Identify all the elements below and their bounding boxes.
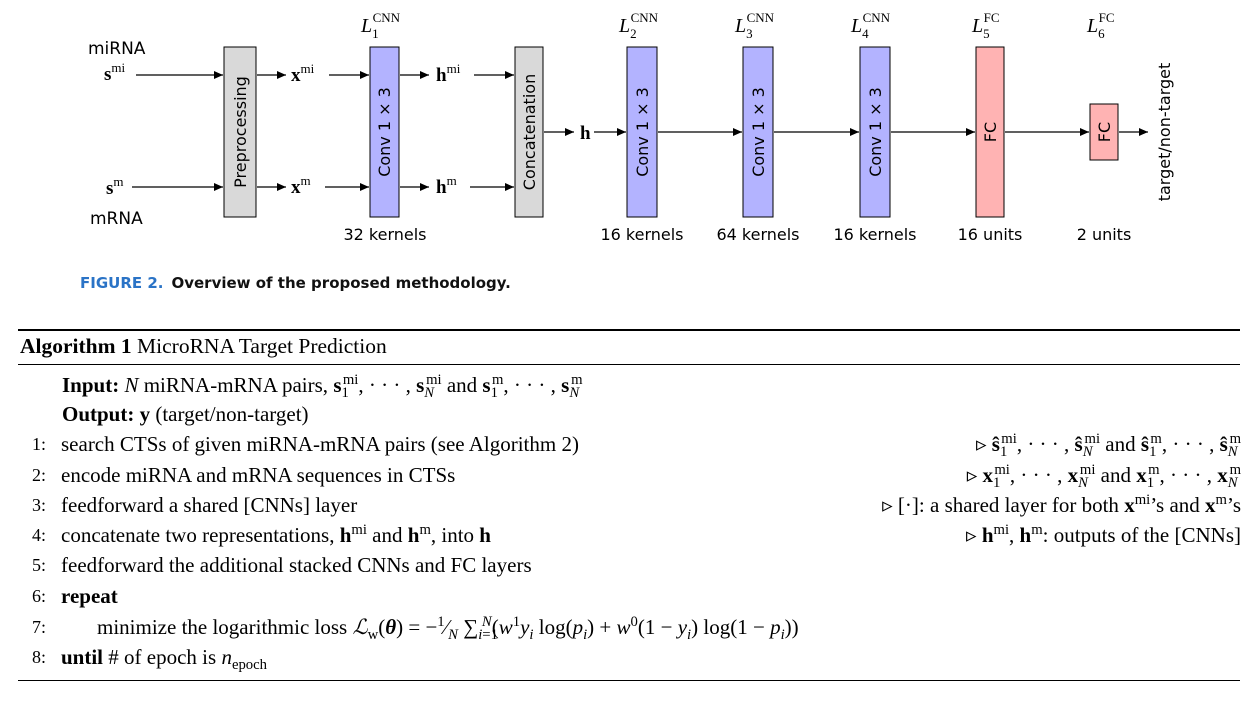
algorithm-comment-2: ▹ x1mi, · · · , xNmi and x1m, · · · , xN… — [966, 462, 1241, 492]
units-label-4: 16 kernels — [833, 225, 916, 244]
concatenation-block — [514, 46, 544, 218]
fc6-block — [1089, 103, 1119, 161]
s-mi-symbol: smi — [104, 60, 126, 85]
algorithm-title-bold: Algorithm 1 — [20, 334, 132, 358]
line-number-4: 4: — [31, 525, 46, 545]
output-keyword: Output: — [62, 402, 135, 426]
output-y: y — [139, 402, 151, 426]
layer-label-2: L2CNN — [618, 10, 659, 41]
concatenation-label: Concatenation — [520, 74, 539, 190]
line-number-8: 8: — [31, 647, 46, 667]
conv1-block — [369, 46, 400, 218]
conv2-label: Conv 1 × 3 — [633, 87, 652, 177]
algorithm-comment-1: ▹ ŝ1mi, · · · , ŝNmi and ŝ1m, · · · , ŝN… — [975, 431, 1241, 461]
algorithm-title: Algorithm 1 MicroRNA Target Prediction — [20, 334, 387, 359]
units-label-6: 2 units — [1077, 225, 1132, 244]
line-number-5: 5: — [31, 555, 46, 575]
loss-formula: ℒw(θ) = −1⁄N ∑i=1N(w1yi log(pi) + w0(1 −… — [352, 614, 799, 644]
fc5-label: FC — [981, 122, 1000, 142]
fc6-label: FC — [1095, 122, 1114, 142]
input-n: N — [124, 373, 139, 397]
conv4-block — [859, 46, 891, 218]
layer-label-4: L4CNN — [850, 10, 891, 41]
algorithm-line-6: repeat — [61, 584, 118, 608]
algorithm-line-1: search CTSs of given miRNA-mRNA pairs (s… — [61, 432, 579, 456]
algorithm-line-2: encode miRNA and mRNA sequences in CTSs — [61, 463, 456, 487]
conv3-block — [742, 46, 774, 218]
fc5-block — [975, 46, 1005, 218]
algorithm-comment-4: ▹ hmi, hm: outputs of the [CNNs] — [966, 522, 1241, 547]
layer-label-6: L6FC — [1086, 10, 1115, 41]
input-keyword: Input: — [62, 373, 120, 397]
mirna-label: miRNA — [88, 39, 146, 59]
layer-labels: L1CNN L2CNN L3CNN L4CNN L5FC L6FC — [360, 10, 1115, 41]
layer-label-1: L1CNN — [360, 10, 401, 41]
algorithm-line-8: until # of epoch is nepoch — [61, 645, 268, 674]
line-number-7: 7: — [31, 617, 46, 637]
algorithm-line-4: concatenate two representations, hmi and… — [61, 522, 491, 547]
line-number-1: 1: — [31, 434, 46, 454]
line-number-3: 3: — [31, 495, 46, 515]
algorithm-input-line: Input: N miRNA-mRNA pairs, s1mi, · · · ,… — [62, 372, 583, 402]
x-m-symbol: xm — [291, 173, 311, 198]
algorithm-top-rule — [18, 329, 1240, 331]
h-m-symbol: hm — [436, 173, 457, 198]
line-number-2: 2: — [31, 465, 46, 485]
units-label-5: 16 units — [958, 225, 1023, 244]
algorithm-comment-3: ▹ [·]: a shared layer for both xmi’s and… — [882, 492, 1241, 517]
x-mi-symbol: xmi — [291, 61, 315, 86]
layer-label-3: L3CNN — [734, 10, 775, 41]
input-sequences: s1mi, · · · , sNmi and s1m, · · · , sNm — [333, 372, 583, 402]
algorithm-mid-rule — [18, 364, 1240, 365]
methodology-diagram: miRNA mRNA smi sm Preprocessing xmi xm C… — [88, 10, 1174, 244]
algorithm-output-line: Output: y (target/non-target) — [62, 401, 309, 427]
h-symbol: h — [580, 123, 591, 144]
mrna-label: mRNA — [90, 209, 143, 229]
input-text: miRNA-mRNA pairs, — [143, 373, 329, 397]
units-label-1: 32 kernels — [343, 225, 426, 244]
algorithm-title-text: MicroRNA Target Prediction — [137, 334, 387, 358]
units-label-2: 16 kernels — [600, 225, 683, 244]
figure-number: FIGURE 2. — [80, 274, 164, 292]
units-label-3: 64 kernels — [716, 225, 799, 244]
figure-caption-text: Overview of the proposed methodology. — [171, 274, 511, 292]
s-m-symbol: sm — [106, 174, 124, 199]
algorithm-line-5: feedforward the additional stacked CNNs … — [61, 553, 532, 577]
output-label: target/non-target — [1155, 63, 1174, 202]
preprocessing-label: Preprocessing — [231, 76, 250, 188]
output-text: (target/non-target) — [155, 402, 309, 426]
algorithm-line-3: feedforward a shared [CNNs] layer — [61, 493, 358, 517]
conv2-block — [626, 46, 658, 218]
preprocessing-block — [223, 46, 257, 218]
conv3-label: Conv 1 × 3 — [749, 87, 768, 177]
algorithm-line-7: minimize the logarithmic loss ℒw(θ) = −1… — [97, 614, 799, 644]
h-mi-symbol: hmi — [436, 61, 461, 86]
conv1-label: Conv 1 × 3 — [375, 87, 394, 177]
figure-caption: FIGURE 2. Overview of the proposed method… — [80, 274, 511, 292]
conv4-label: Conv 1 × 3 — [866, 87, 885, 177]
layer-label-5: L5FC — [971, 10, 1000, 41]
algorithm-bottom-rule — [18, 680, 1240, 681]
line-number-6: 6: — [31, 586, 46, 606]
units-labels: 32 kernels 16 kernels 64 kernels 16 kern… — [343, 225, 1131, 244]
